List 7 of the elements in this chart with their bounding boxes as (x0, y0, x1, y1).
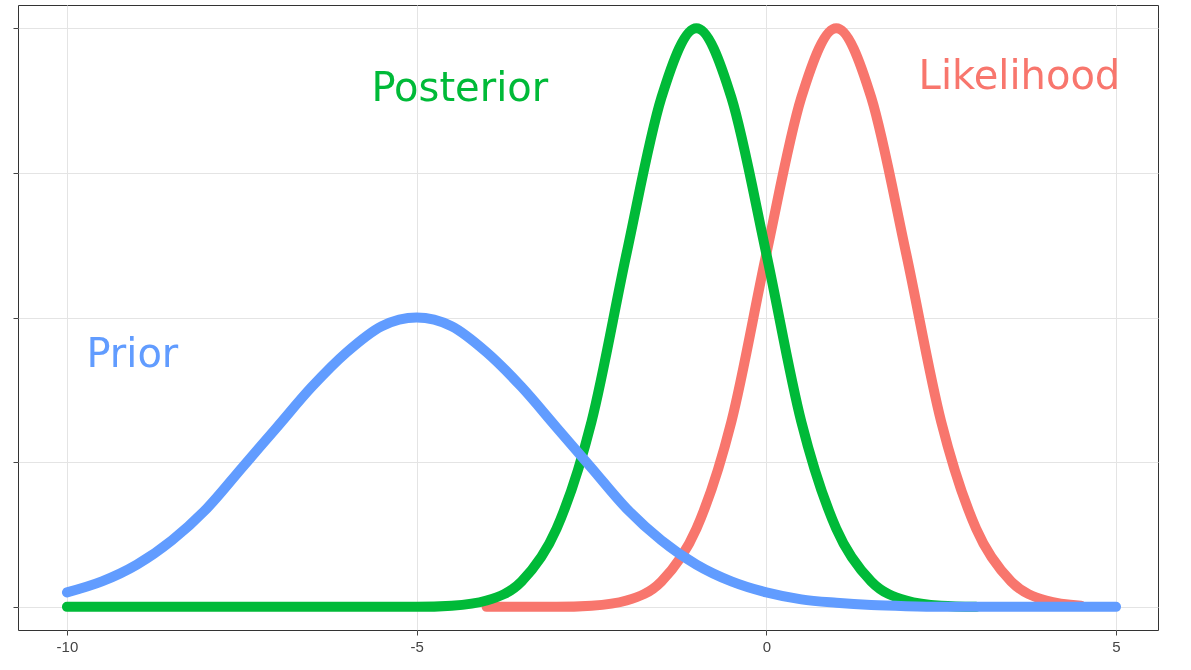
text: Posterior (371, 64, 549, 111)
series-label: Likelihood (918, 51, 1121, 98)
x-tick-label: 5 (1112, 637, 1121, 655)
x-tick-label: -10 (56, 637, 79, 655)
x-tick-label: 0 (762, 637, 772, 655)
text: Prior (86, 330, 179, 376)
x-tick-label: -5 (410, 637, 424, 655)
